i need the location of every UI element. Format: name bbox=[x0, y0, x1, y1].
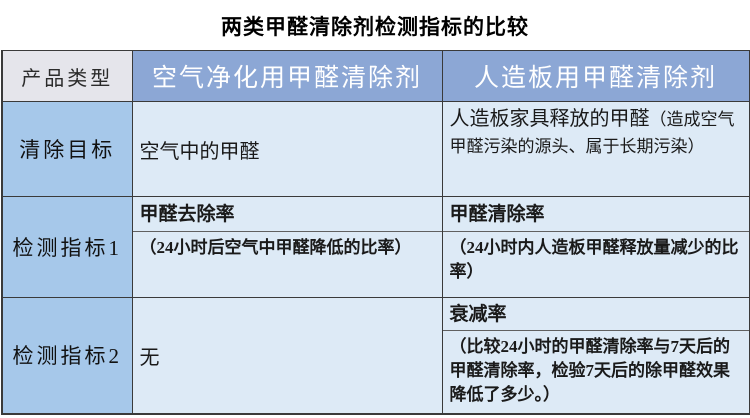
cell-target-board-note: （造成空气甲醛污染的源头、属于长期污染） bbox=[449, 110, 735, 156]
cell-indicator2-board: 衰减率 （比较24小时的甲醛清除率与7天后的甲醛清除率，检验7天后的除甲醛效果降… bbox=[441, 297, 750, 414]
metric-note-removal-rate: （24小时后空气中甲醛降低的比率） bbox=[139, 238, 412, 257]
table-row-indicator-1: 检测指标1 甲醛去除率 （24小时后空气中甲醛降低的比率） 甲醛清除率 （24小… bbox=[1, 196, 750, 298]
comparison-table: 产品类型 空气净化用甲醛清除剂 人造板用甲醛清除剂 清除目标 空气中的甲醛 人造… bbox=[1, 50, 750, 415]
row-label-indicator-1: 检测指标1 bbox=[1, 196, 133, 298]
cell-target-board-main: 人造板家具释放的甲醛 bbox=[449, 108, 650, 130]
table-row-indicator-2: 检测指标2 无 衰减率 （比较24小时的甲醛清除率与7天后的甲醛清除率，检验7天… bbox=[1, 297, 750, 414]
metric-name-decay-rate: 衰减率 bbox=[443, 299, 748, 331]
metric-name-clearance-rate: 甲醛清除率 bbox=[443, 198, 748, 232]
cell-target-board: 人造板家具释放的甲醛（造成空气甲醛污染的源头、属于长期污染） bbox=[441, 101, 750, 197]
cell-target-air: 空气中的甲醛 bbox=[131, 101, 443, 197]
row-label-indicator-2: 检测指标2 bbox=[1, 297, 133, 414]
cell-indicator2-air-none: 无 bbox=[131, 297, 443, 414]
row-label-removal-target: 清除目标 bbox=[1, 101, 133, 197]
page-title: 两类甲醛清除剂检测指标的比较 bbox=[221, 15, 529, 39]
header-air-purifier-remover: 空气净化用甲醛清除剂 bbox=[131, 50, 443, 102]
table-row-removal-target: 清除目标 空气中的甲醛 人造板家具释放的甲醛（造成空气甲醛污染的源头、属于长期污… bbox=[1, 101, 750, 197]
table-header-row: 产品类型 空气净化用甲醛清除剂 人造板用甲醛清除剂 bbox=[1, 50, 750, 102]
metric-note-clearance-rate: （24小时内人造板甲醛释放量减少的比率） bbox=[449, 238, 739, 281]
metric-name-removal-rate: 甲醛去除率 bbox=[133, 198, 441, 232]
header-product-type: 产品类型 bbox=[1, 50, 133, 102]
metric-note-decay-rate: （比较24小时的甲醛清除率与7天后的甲醛清除率，检验7天后的除甲醛效果降低了多少… bbox=[449, 337, 731, 404]
header-wood-board-remover: 人造板用甲醛清除剂 bbox=[441, 50, 750, 102]
cell-indicator1-air: 甲醛去除率 （24小时后空气中甲醛降低的比率） bbox=[131, 196, 443, 298]
cell-indicator1-board: 甲醛清除率 （24小时内人造板甲醛释放量减少的比率） bbox=[441, 196, 750, 298]
